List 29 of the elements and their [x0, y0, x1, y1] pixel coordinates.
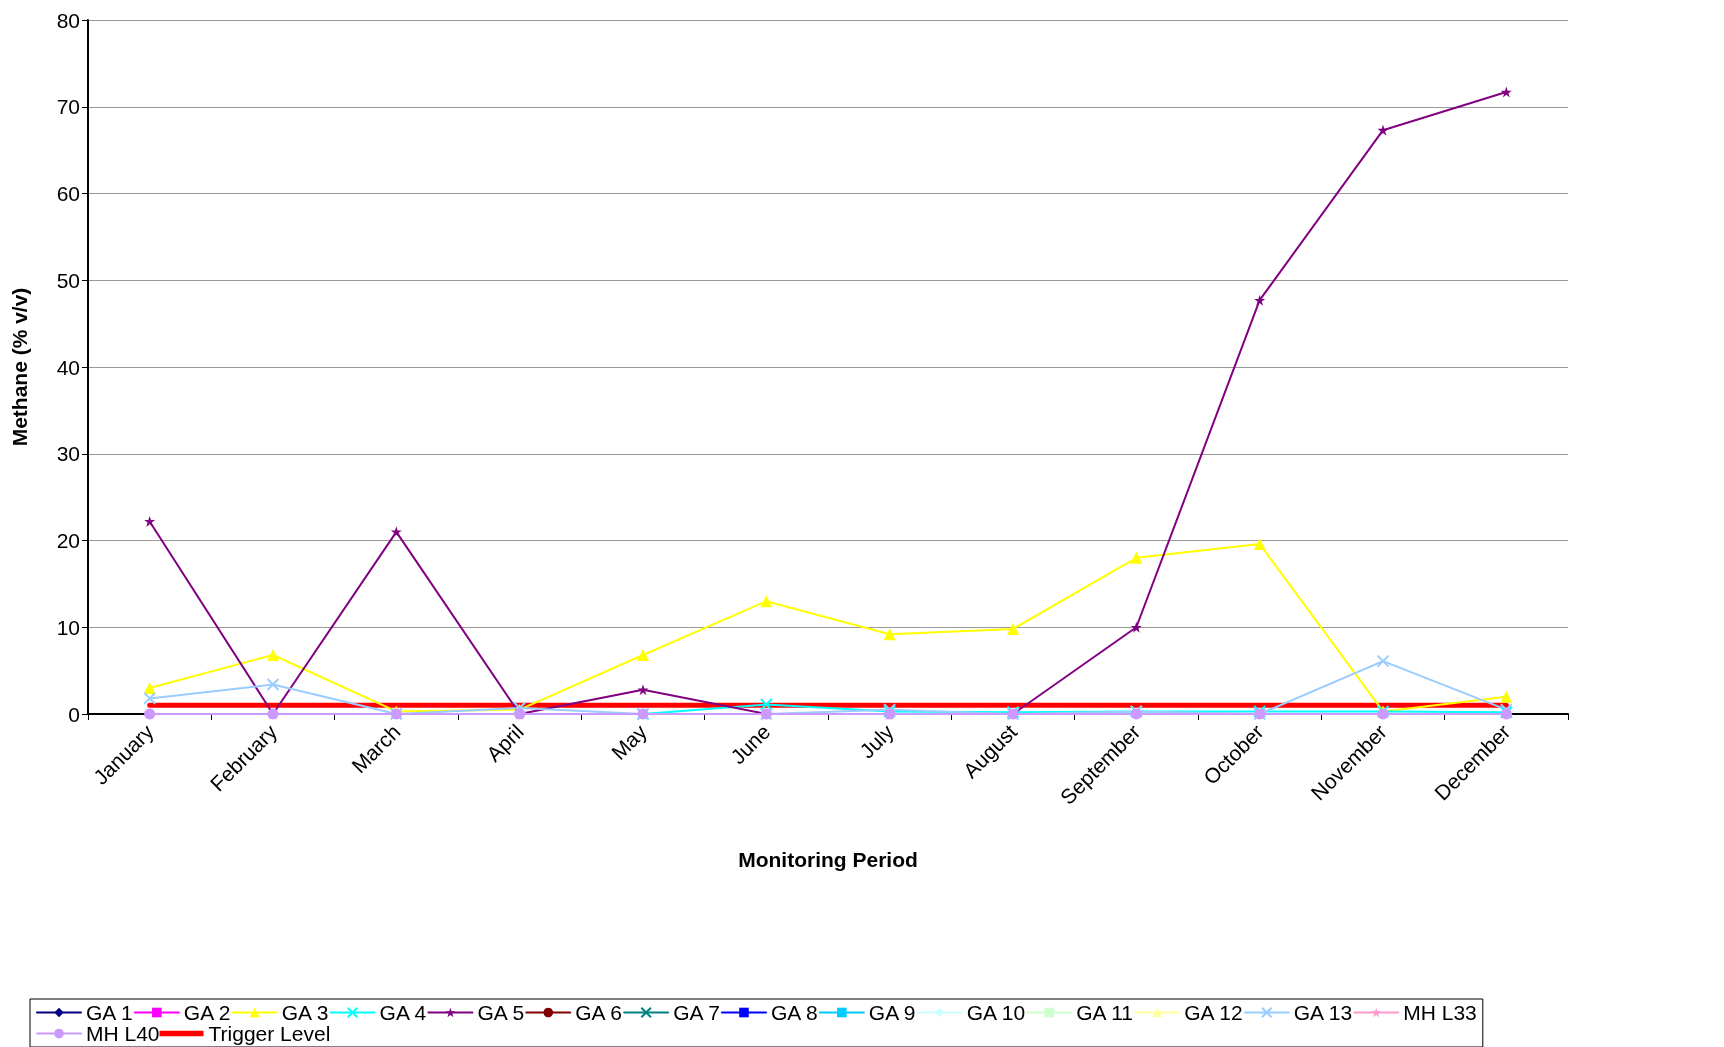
- y-tick-label: 60: [56, 182, 80, 205]
- legend-label: GA 1: [86, 1001, 133, 1024]
- x-tick-label: May: [606, 719, 652, 765]
- y-tick-label: 50: [56, 268, 80, 292]
- legend-label: GA 12: [1184, 1001, 1243, 1024]
- legend-label: GA 7: [673, 1001, 720, 1024]
- legend-label: GA 6: [575, 1001, 622, 1024]
- y-tick-label: 70: [56, 95, 80, 119]
- legend-label: GA 5: [477, 1001, 525, 1024]
- x-tick-label: July: [855, 719, 899, 763]
- legend-label: GA 13: [1293, 1001, 1353, 1024]
- y-tick-label: 40: [56, 355, 80, 379]
- legend-label: GA 3: [281, 1001, 329, 1024]
- y-tick-label: 10: [56, 615, 80, 639]
- legend-label: Trigger Level: [208, 1022, 331, 1045]
- legend-label: MH L40: [86, 1022, 160, 1045]
- legend-label: GA 11: [1076, 1001, 1134, 1024]
- y-tick-label: 0: [68, 702, 80, 726]
- legend-label: GA 2: [183, 1001, 231, 1024]
- legend-label: GA 8: [770, 1001, 818, 1024]
- legend-label: GA 10: [966, 1001, 1026, 1024]
- y-axis-title: Methane (% v/v): [8, 287, 31, 447]
- y-tick-label: 30: [56, 442, 80, 466]
- x-axis-title: Monitoring Period: [738, 848, 918, 871]
- y-tick-label: 20: [56, 529, 80, 552]
- legend-label: GA 4: [379, 1001, 427, 1024]
- y-tick-label: 80: [56, 8, 80, 32]
- legend-label: MH L33: [1403, 1001, 1477, 1024]
- legend-label: GA 9: [868, 1001, 916, 1024]
